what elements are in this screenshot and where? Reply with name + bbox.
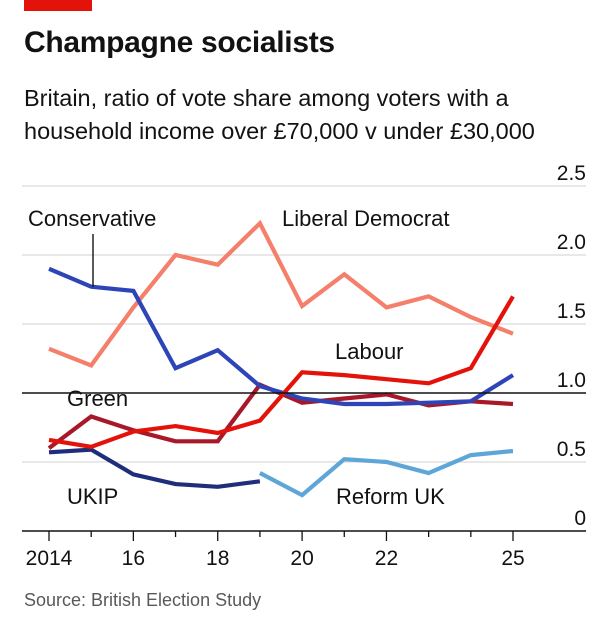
x-tick-label: 20 (290, 547, 313, 570)
label-liberal-democrat: Liberal Democrat (282, 206, 450, 231)
series-line-ukip (48, 447, 261, 489)
series-line-reform-uk (258, 448, 514, 498)
series-line-labour (48, 295, 515, 449)
x-tick-label: 22 (375, 547, 398, 570)
brand-red-tag (24, 0, 92, 11)
chart-subtitle: Britain, ratio of vote share among voter… (24, 85, 535, 144)
y-tick-label: 1.0 (557, 369, 586, 392)
x-tick-label: 2014 (26, 547, 73, 570)
series-line-conservative (48, 266, 515, 407)
x-tick-label: 18 (206, 547, 229, 570)
y-axis-ticks: 0 0.5 1.0 1.5 2.0 2.5 (557, 162, 586, 530)
y-tick-label: 1.5 (557, 300, 586, 323)
label-green: Green (67, 386, 128, 411)
series-line-liberal-democrat (48, 219, 514, 368)
y-tick-label: 2.5 (557, 162, 586, 185)
x-tick-label: 16 (122, 547, 145, 570)
chart-title: Champagne socialists (24, 26, 335, 59)
source-note: Source: British Election Study (24, 590, 262, 610)
label-ukip: UKIP (67, 484, 118, 509)
y-tick-label: 0.5 (557, 438, 586, 461)
label-reform-uk: Reform UK (336, 484, 445, 509)
y-tick-label: 0 (574, 507, 586, 530)
x-axis-ticks: 2014 16 18 20 22 25 (26, 531, 525, 570)
series-lines (47, 219, 515, 498)
label-labour: Labour (335, 339, 404, 364)
label-conservative: Conservative (28, 206, 156, 231)
y-tick-label: 2.0 (557, 231, 586, 254)
x-tick-label: 25 (501, 547, 524, 570)
